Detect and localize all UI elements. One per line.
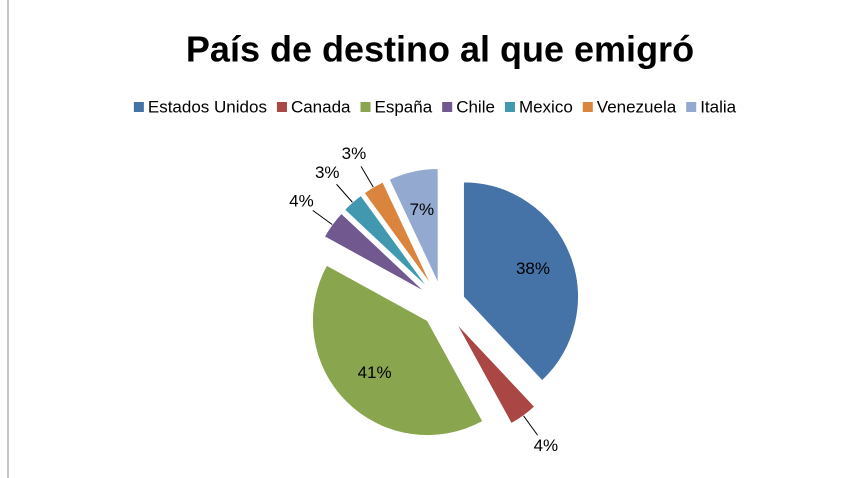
pie-slice [462, 181, 579, 382]
legend-label: España [375, 97, 433, 116]
legend-label: Italia [700, 97, 736, 116]
pie-slice [343, 194, 429, 289]
data-label: 7% [410, 200, 435, 219]
leader-line [360, 166, 374, 188]
legend-label: Estados Unidos [148, 97, 267, 116]
pie-slice [311, 264, 484, 437]
legend-label: Mexico [519, 97, 573, 116]
data-label: 38% [516, 259, 550, 278]
legend-label: Canada [291, 97, 351, 116]
pie-slice [363, 181, 433, 287]
legend-swatch [442, 102, 453, 112]
data-label: 4% [289, 192, 314, 211]
data-label: 3% [315, 163, 340, 182]
pie-slice [388, 168, 439, 284]
legend-swatch [133, 102, 144, 112]
legend-label: Chile [456, 97, 495, 116]
data-label: 3% [342, 144, 367, 163]
data-label: 4% [534, 436, 559, 455]
chart-title: País de destino al que emigró [186, 29, 694, 70]
legend-swatch [582, 102, 593, 112]
leader-line [336, 183, 353, 203]
legend-label: Venezuela [597, 97, 677, 116]
data-label: 41% [358, 363, 392, 382]
leader-line [312, 209, 333, 225]
legend-swatch [504, 102, 515, 112]
legend-swatch [686, 102, 697, 112]
legend-swatch [276, 102, 287, 112]
leader-line [523, 415, 539, 436]
legend-swatch [360, 102, 371, 112]
